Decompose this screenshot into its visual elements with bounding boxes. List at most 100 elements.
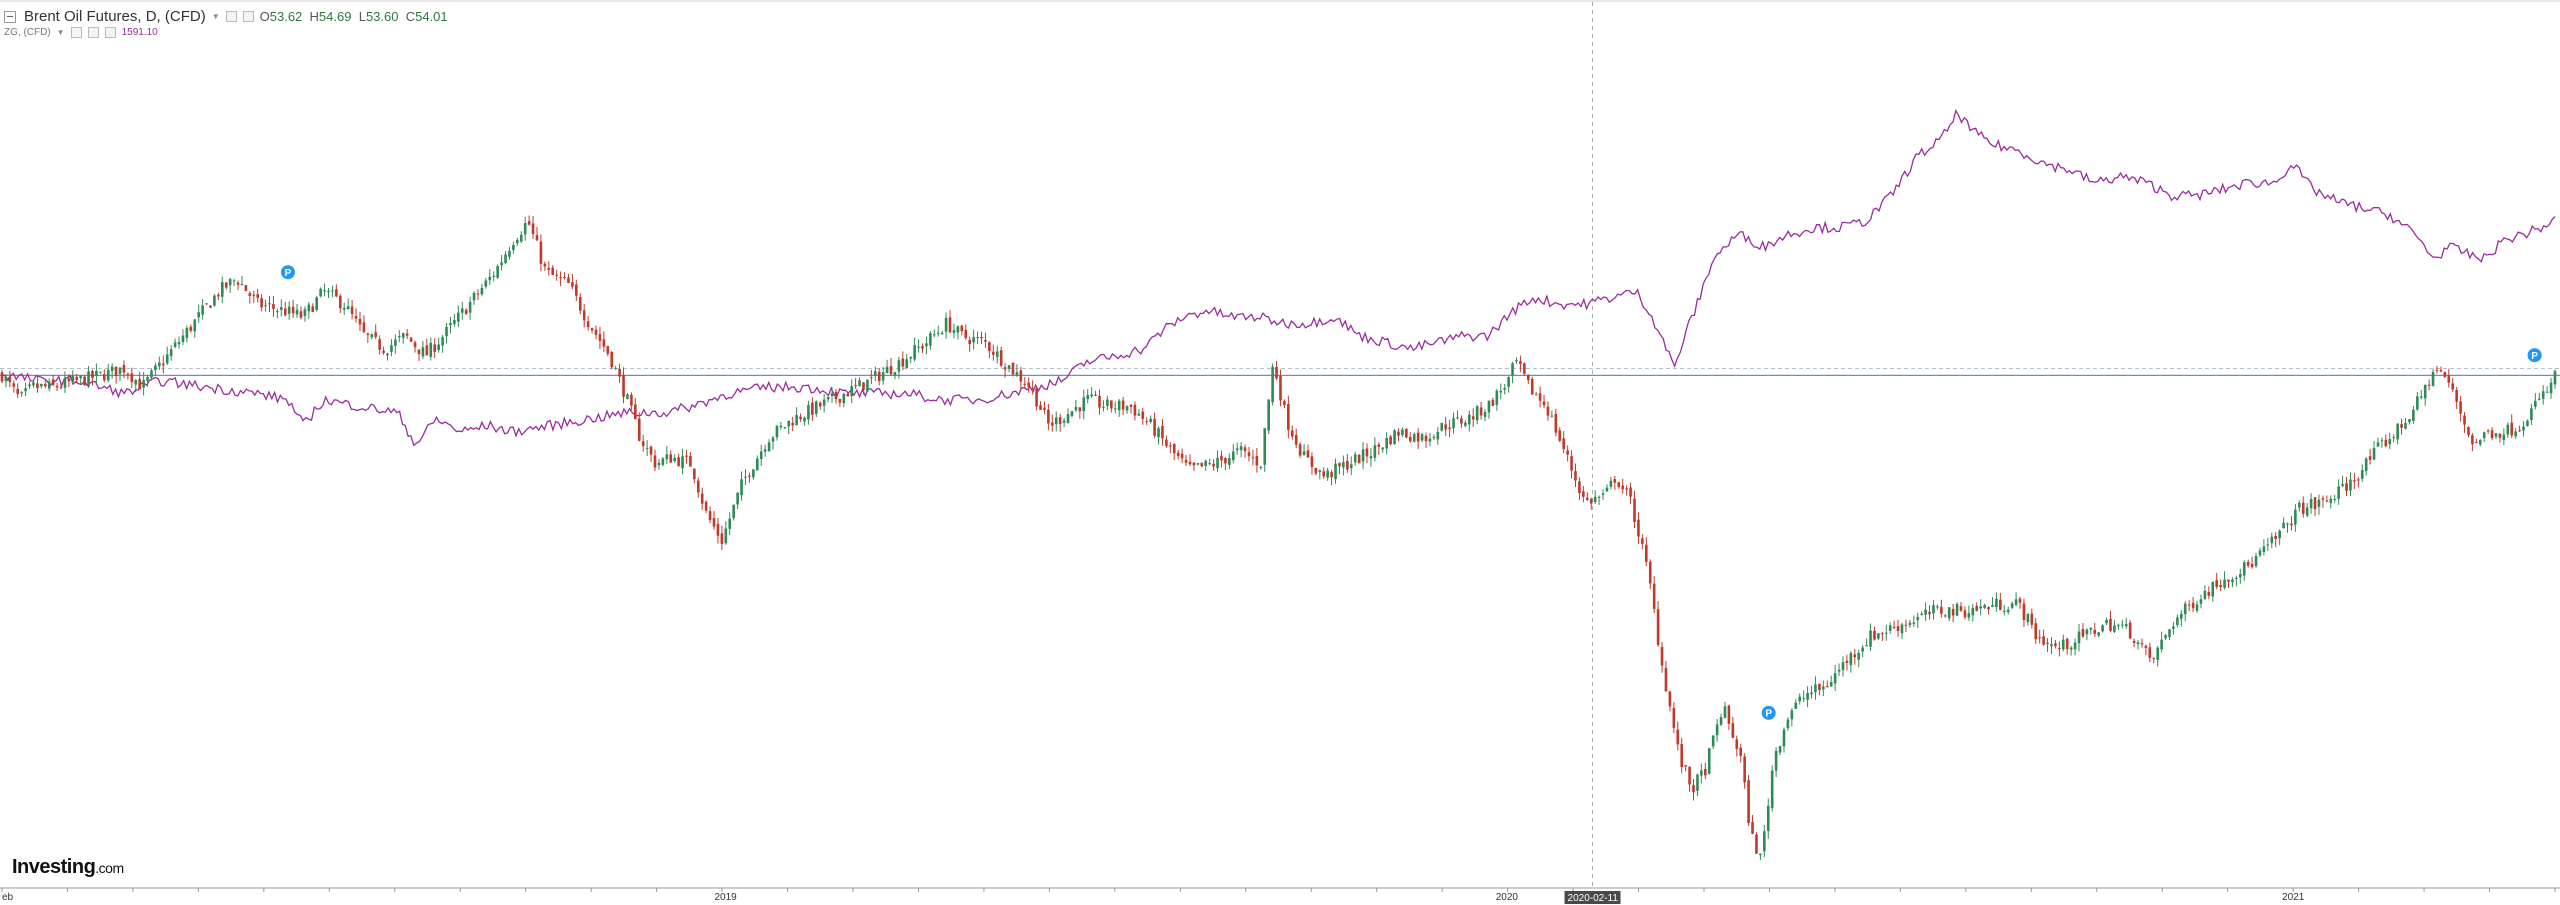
candle-body — [248, 293, 252, 296]
candle-body — [2061, 639, 2065, 650]
event-markers[interactable]: P P P — [280, 265, 2542, 720]
series-title[interactable]: Brent Oil Futures, D, (CFD) — [24, 8, 206, 25]
time-axis[interactable]: eb 2019 2020 2021 2020-02-11 — [1, 888, 2556, 904]
candle-body — [1751, 822, 1754, 834]
investing-logo[interactable]: Investing.com — [12, 856, 124, 879]
candle-body — [519, 234, 523, 242]
candle-body — [2176, 617, 2179, 625]
candle-body — [1794, 702, 1798, 709]
candle-body — [2530, 408, 2533, 420]
candle-body — [2553, 371, 2557, 385]
open-value: 53.62 — [269, 9, 303, 24]
candle-body — [445, 326, 448, 337]
event-marker-label: P — [285, 268, 292, 279]
settings-icon[interactable] — [242, 11, 254, 22]
candle-body — [2305, 507, 2309, 516]
candle-body — [1940, 606, 1943, 614]
candle-body — [956, 326, 960, 333]
candle-body — [59, 387, 63, 389]
compare-symbol[interactable]: ZG, (CFD) — [4, 27, 51, 38]
eye-icon[interactable] — [225, 11, 237, 22]
event-marker-icon[interactable] — [1761, 705, 1776, 720]
candle-body — [700, 493, 704, 504]
candle-body — [1637, 519, 1640, 537]
candle-body — [972, 337, 975, 343]
candle-body — [626, 394, 629, 400]
logo-brand: Investing — [12, 856, 96, 878]
candle-body — [1444, 424, 1447, 430]
candle-body — [374, 332, 378, 337]
candle-body — [2294, 509, 2297, 525]
candle-body — [401, 333, 405, 338]
candle-body — [1027, 382, 1031, 387]
brent-candles — [0, 215, 2557, 861]
candle-body — [1995, 598, 1998, 608]
candle-body — [1578, 481, 1581, 494]
candle-body — [508, 250, 511, 257]
candle-body — [1963, 610, 1967, 618]
candle-body — [1932, 605, 1935, 614]
candle-body — [268, 303, 271, 305]
candle-body — [693, 468, 696, 480]
candle-body — [2404, 422, 2407, 429]
candle-body — [1066, 413, 1070, 424]
candle-body — [114, 366, 118, 376]
candle-body — [881, 372, 885, 381]
candle-body — [1471, 416, 1475, 420]
candle-body — [921, 346, 924, 349]
candle-body — [1015, 372, 1019, 376]
candle-body — [169, 349, 173, 357]
eye-icon[interactable] — [70, 27, 82, 38]
candle-body — [1090, 394, 1093, 397]
candle-body — [2431, 371, 2435, 386]
candle-body — [1078, 407, 1082, 412]
candle-body — [2113, 625, 2116, 632]
candle-body — [1593, 496, 1597, 503]
event-marker-icon[interactable] — [2527, 348, 2542, 363]
candle-body — [1676, 729, 1680, 745]
event-marker-label: P — [1765, 708, 1772, 719]
candle-body — [1011, 362, 1015, 375]
candle-body — [1601, 493, 1605, 495]
candle-body — [51, 379, 55, 385]
candle-body — [1200, 462, 1204, 467]
candle-body — [2325, 500, 2329, 502]
candle-body — [1802, 698, 1805, 700]
candle-body — [1062, 420, 1066, 423]
close-icon[interactable] — [104, 27, 116, 38]
candle-body — [2034, 623, 2038, 640]
event-marker-icon[interactable] — [280, 265, 295, 280]
candle-body — [283, 308, 287, 316]
candle-body — [598, 334, 602, 342]
candle-body — [929, 333, 932, 346]
candle-body — [130, 373, 134, 383]
candle-body — [858, 380, 861, 387]
candle-body — [346, 306, 350, 310]
chevron-down-icon[interactable]: ▼ — [56, 28, 65, 37]
candle-body — [1003, 367, 1007, 370]
candle-body — [2235, 577, 2238, 579]
close-label: C — [405, 9, 416, 24]
candle-body — [2459, 401, 2462, 414]
candle-body — [1322, 471, 1326, 477]
candle-body — [2400, 424, 2403, 428]
candle-body — [287, 306, 291, 314]
candle-body — [2506, 424, 2510, 435]
candle-body — [1873, 630, 1876, 640]
candle-body — [1298, 444, 1302, 456]
settings-icon[interactable] — [87, 27, 99, 38]
candle-body — [197, 312, 200, 318]
candle-body — [1845, 660, 1849, 663]
candle-body — [2156, 647, 2159, 660]
candle-body — [504, 254, 507, 264]
candle-body — [2105, 619, 2108, 624]
candle-body — [240, 284, 244, 286]
candle-body — [1833, 673, 1837, 684]
collapse-legend-icon[interactable] — [4, 10, 16, 23]
candle-body — [161, 363, 165, 366]
candle-body — [1542, 401, 1546, 406]
candle-body — [618, 368, 621, 377]
candle-body — [2286, 523, 2289, 525]
chevron-down-icon[interactable]: ▼ — [211, 12, 220, 21]
